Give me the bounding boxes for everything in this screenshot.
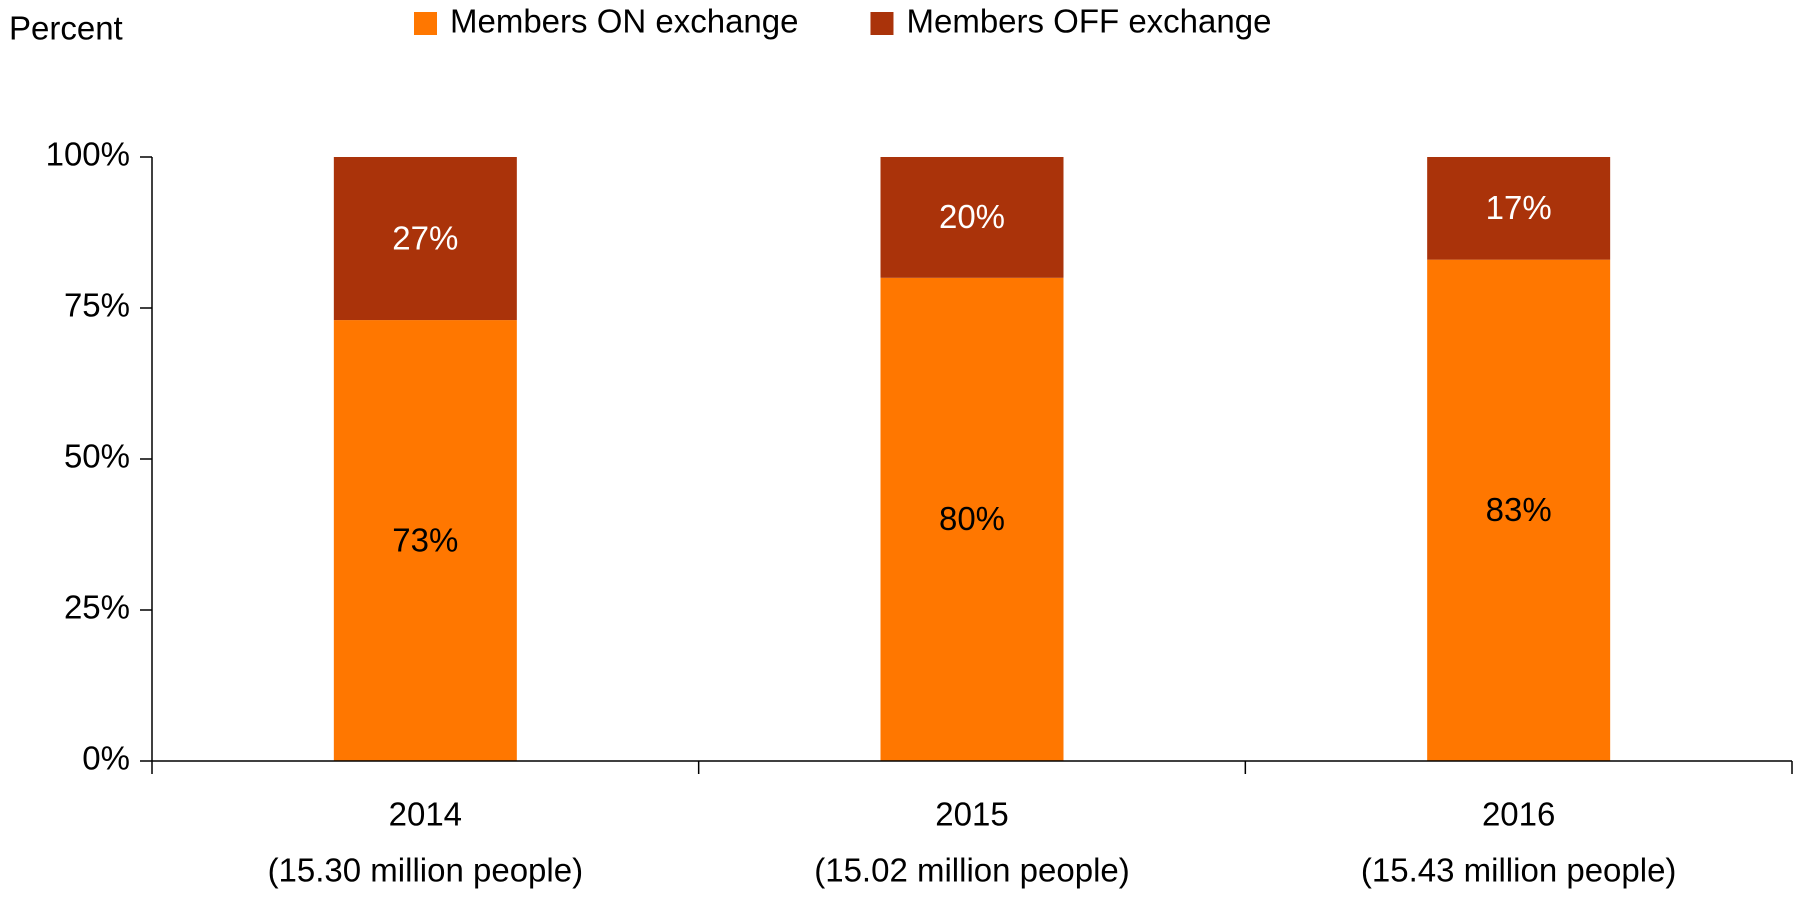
legend-label: Members ON exchange bbox=[450, 3, 798, 40]
y-tick-label: 25% bbox=[64, 589, 130, 626]
value-label: 73% bbox=[392, 521, 458, 558]
value-label: 17% bbox=[1486, 189, 1552, 226]
legend-swatch bbox=[870, 12, 894, 35]
bar-segment bbox=[333, 320, 517, 761]
value-label: 20% bbox=[939, 198, 1005, 235]
x-tick-label: 2014 bbox=[389, 796, 462, 833]
bar-segment bbox=[1427, 157, 1611, 260]
bar-segment bbox=[333, 157, 517, 321]
x-tick-label: 2015 bbox=[935, 796, 1008, 833]
legend-swatch bbox=[414, 12, 437, 35]
x-tick-note: (15.43 million people) bbox=[1361, 852, 1677, 889]
legend-label: Members OFF exchange bbox=[906, 3, 1271, 40]
x-tick-note: (15.02 million people) bbox=[814, 852, 1130, 889]
y-axis-label: Percent bbox=[9, 10, 123, 47]
bar-segment bbox=[880, 277, 1064, 761]
bar-segment bbox=[1427, 259, 1611, 761]
value-label: 83% bbox=[1486, 491, 1552, 528]
value-label: 80% bbox=[939, 500, 1005, 537]
y-tick-label: 0% bbox=[82, 740, 130, 777]
y-tick-label: 100% bbox=[46, 136, 130, 173]
y-tick-label: 75% bbox=[64, 287, 130, 324]
bar-segment bbox=[880, 157, 1064, 278]
value-label: 27% bbox=[392, 219, 458, 256]
x-tick-label: 2016 bbox=[1482, 796, 1555, 833]
y-tick-label: 50% bbox=[64, 438, 130, 475]
x-tick-note: (15.30 million people) bbox=[268, 852, 584, 889]
